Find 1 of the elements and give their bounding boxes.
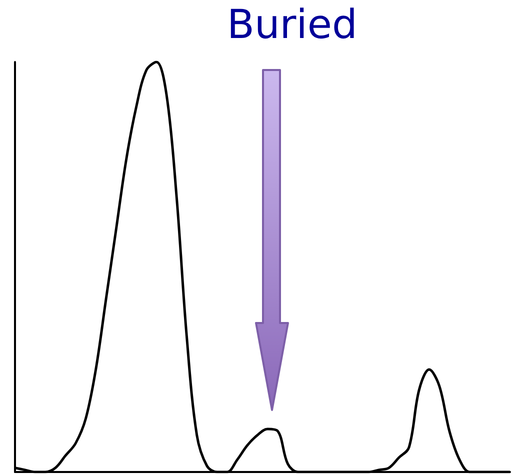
chart-title: Buried bbox=[227, 2, 358, 48]
